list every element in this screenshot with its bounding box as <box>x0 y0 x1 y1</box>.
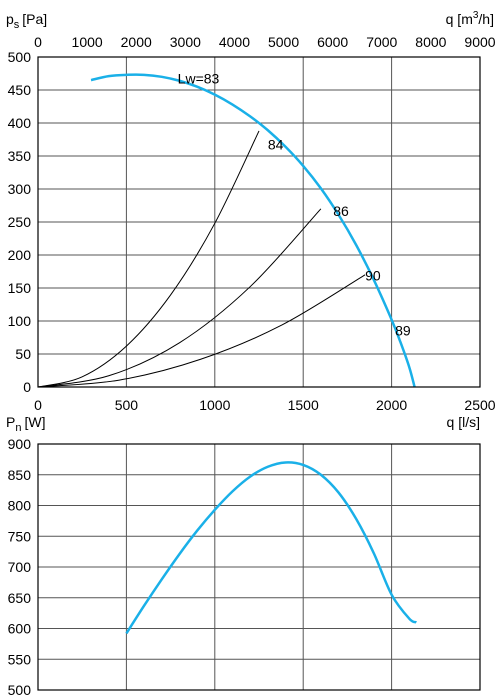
upper-chart-grid <box>38 57 480 387</box>
sound-level-label-0: Lw=83 <box>178 70 220 86</box>
upper-top-x-tick-label: 4000 <box>219 34 250 50</box>
lower-chart-curves <box>125 461 417 635</box>
system-curve-1 <box>37 130 260 388</box>
upper-y-tick-label: 250 <box>8 214 32 230</box>
upper-x-tick-label: 500 <box>115 397 139 413</box>
upper-y-tick-label: 400 <box>8 115 32 131</box>
lower-y-tick-label: 600 <box>8 621 32 637</box>
upper-x-axis-title: q [l/s] <box>447 414 480 430</box>
upper-top-x-tick-label: 6000 <box>317 34 348 50</box>
upper-x-tick-label: 0 <box>34 397 42 413</box>
sound-level-label-2: 86 <box>333 203 349 219</box>
upper-top-x-axis-title: q [m3/h] <box>446 10 494 27</box>
upper-top-x-tick-label: 3000 <box>170 34 201 50</box>
lower-y-tick-label: 650 <box>8 590 32 606</box>
lower-chart-ticks: 500 550 600 650 700 750 800 850 900 <box>8 436 32 698</box>
upper-chart-annotations: Lw=83 84 86 90 89 <box>178 70 411 338</box>
upper-top-x-tick-label: 8000 <box>415 34 446 50</box>
upper-y-tick-label: 350 <box>8 148 32 164</box>
upper-x-tick-label: 2500 <box>464 397 495 413</box>
upper-chart-curves <box>37 73 416 388</box>
upper-y-tick-label: 0 <box>23 379 31 395</box>
upper-top-x-tick-label: 5000 <box>268 34 299 50</box>
fan-pressure-curve <box>90 73 416 388</box>
lower-chart-frame <box>37 443 481 691</box>
lower-y-tick-label: 550 <box>8 651 32 667</box>
lower-chart-grid <box>38 444 480 690</box>
upper-top-x-tick-label: 2000 <box>121 34 152 50</box>
sound-level-label-4: 89 <box>395 323 411 339</box>
upper-y-tick-label: 50 <box>15 346 31 362</box>
upper-y-tick-label: 300 <box>8 181 32 197</box>
upper-y-tick-label: 100 <box>8 313 32 329</box>
lower-y-tick-label: 850 <box>8 467 32 483</box>
lower-y-tick-label: 900 <box>8 436 32 452</box>
lower-y-tick-label: 750 <box>8 528 32 544</box>
upper-y-tick-label: 450 <box>8 82 32 98</box>
sound-level-label-1: 84 <box>268 136 284 152</box>
upper-chart-ticks: 0 500 1000 1500 2000 250005010015020025030035… <box>8 34 496 413</box>
upper-x-tick-label: 2000 <box>376 397 407 413</box>
upper-top-x-tick-label: 7000 <box>366 34 397 50</box>
upper-top-x-tick-label: 9000 <box>464 34 495 50</box>
upper-y-tick-label: 150 <box>8 280 32 296</box>
lower-y-tick-label: 500 <box>8 682 32 698</box>
lower-y-axis-title: Pn [W] <box>6 414 45 434</box>
lower-y-tick-label: 700 <box>8 559 32 575</box>
upper-x-tick-label: 1500 <box>288 397 319 413</box>
lower-y-tick-label: 800 <box>8 498 32 514</box>
upper-top-x-tick-label: 0 <box>34 34 42 50</box>
upper-top-x-tick-label: 1000 <box>72 34 103 50</box>
upper-y-tick-label: 200 <box>8 247 32 263</box>
upper-chart-frame <box>37 56 481 388</box>
sound-level-label-3: 90 <box>365 268 381 284</box>
system-curve-2 <box>37 208 322 388</box>
system-curve-3 <box>37 274 366 388</box>
upper-y-tick-label: 500 <box>8 49 32 65</box>
fan-power-curve <box>125 461 417 635</box>
upper-x-tick-label: 1000 <box>199 397 230 413</box>
upper-y-axis-title: ps [Pa] <box>6 11 47 31</box>
